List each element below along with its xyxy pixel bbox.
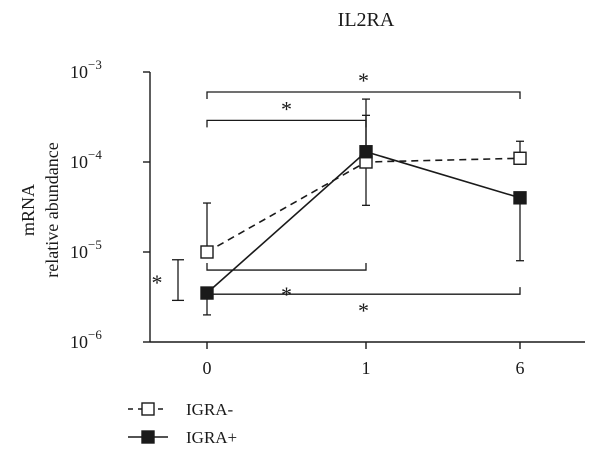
x-tick-label: 1 (362, 358, 371, 378)
y-axis-label-line2: relative abundance (42, 142, 62, 277)
series-IGRA- (200, 114, 527, 259)
series-layer (200, 98, 527, 316)
significance-bracket (206, 263, 367, 271)
data-point (513, 151, 527, 165)
series-IGRA+ (200, 98, 527, 316)
data-point (513, 191, 527, 205)
significance-layer: ***** (152, 68, 521, 323)
legend-marker (141, 430, 155, 444)
y-tick-label: 10−3 (70, 57, 102, 82)
significance-bracket (206, 91, 521, 99)
data-point (200, 286, 214, 300)
significance-asterisk: * (281, 96, 292, 121)
legend-label: IGRA- (186, 400, 234, 419)
significance-asterisk: * (358, 298, 369, 323)
significance-bracket (206, 287, 521, 295)
significance-asterisk: * (152, 270, 163, 295)
axes: 10−6 10−5 10−4 10−3 0 1 6 (70, 57, 585, 378)
significance-asterisk: * (358, 68, 369, 93)
data-point (200, 245, 214, 259)
significance-bracket (206, 119, 367, 128)
legend: IGRA- IGRA+ (128, 400, 237, 447)
legend-entry: IGRA- (128, 400, 234, 419)
y-tick-label: 10−5 (70, 237, 102, 262)
y-axis-label-line1: mRNA (18, 184, 38, 236)
x-tick-label: 0 (203, 358, 212, 378)
legend-marker (141, 402, 155, 416)
y-tick-label: 10−6 (70, 327, 102, 352)
data-point (359, 145, 373, 159)
chart-title: IL2RA (338, 9, 395, 31)
series-line (206, 150, 521, 294)
x-tick-label: 6 (516, 358, 525, 378)
legend-entry: IGRA+ (128, 428, 237, 447)
legend-label: IGRA+ (186, 428, 237, 447)
y-tick-label: 10−4 (70, 147, 102, 172)
